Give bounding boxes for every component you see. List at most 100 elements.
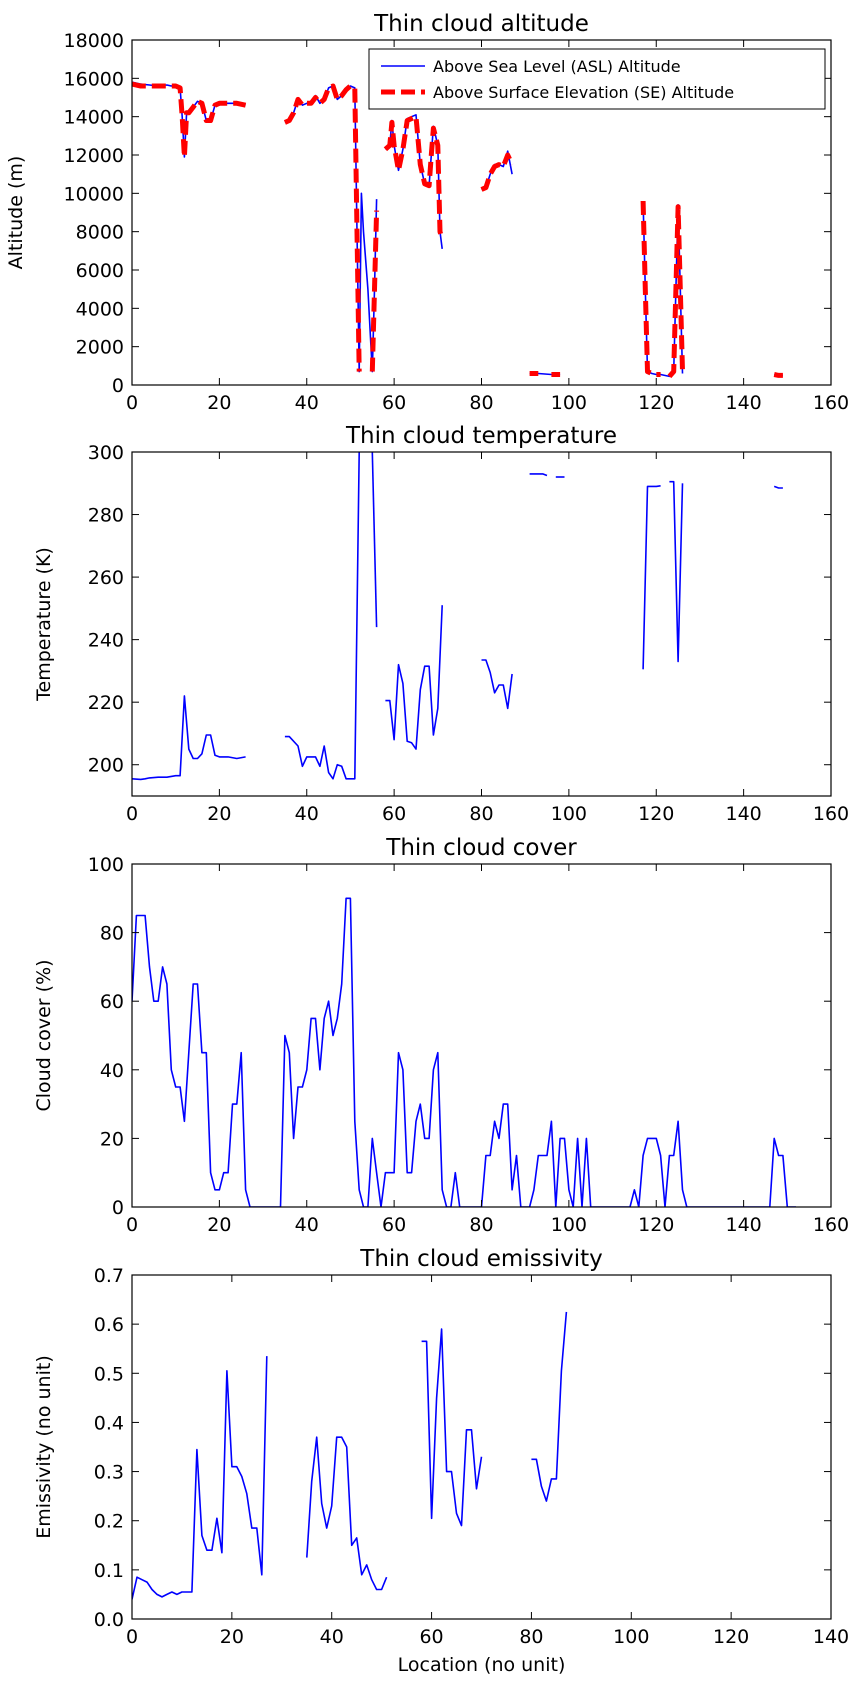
cover-title: Thin cloud cover xyxy=(385,835,577,861)
series-line xyxy=(421,1328,483,1527)
series-line xyxy=(132,695,246,781)
legend-box xyxy=(368,48,826,110)
x-tick-label: 100 xyxy=(551,392,587,414)
y-tick-label: 16000 xyxy=(64,68,124,90)
cover-x-ticks: 0 20 40 60 80 100 120 140 160 xyxy=(126,864,849,1236)
series-line xyxy=(531,1311,568,1502)
y-tick-label: 0 xyxy=(112,375,124,397)
series-line xyxy=(284,85,378,373)
emissivity-y-ticks: 0.0 0.1 0.2 0.3 0.4 0.5 0.6 0.7 xyxy=(94,1265,831,1631)
temperature-x-ticks: 0 20 40 60 80 100 120 140 160 xyxy=(126,452,849,825)
y-tick-label: 8000 xyxy=(76,222,124,244)
x-tick-label: 60 xyxy=(382,1214,406,1236)
x-tick-label: 120 xyxy=(638,1214,674,1236)
y-tick-label: 18000 xyxy=(64,30,124,52)
y-tick-label: 0.0 xyxy=(94,1609,124,1631)
x-tick-label: 100 xyxy=(551,1214,587,1236)
x-tick-label: 20 xyxy=(207,1214,231,1236)
emissivity-plot-area xyxy=(132,1311,568,1600)
y-tick-label: 60 xyxy=(100,991,124,1013)
x-tick-label: 0 xyxy=(126,1214,138,1236)
legend-label-se: Above Surface Elevation (SE) Altitude xyxy=(433,83,734,102)
temperature-plot-area xyxy=(132,452,783,781)
cover-y-ticks: 0 20 40 60 80 100 xyxy=(88,854,831,1219)
altitude-legend: Above Sea Level (ASL) Altitude Above Sur… xyxy=(368,48,826,110)
x-tick-label: 80 xyxy=(469,392,493,414)
series-line xyxy=(669,480,684,663)
x-tick-label: 140 xyxy=(725,803,761,825)
se-series-line xyxy=(132,81,247,160)
x-tick-label: 140 xyxy=(725,1214,761,1236)
y-tick-label: 100 xyxy=(88,854,124,876)
y-tick-label: 0.6 xyxy=(94,1314,124,1336)
emissivity-axes-frame xyxy=(131,1274,832,1620)
y-tick-label: 200 xyxy=(88,755,124,777)
x-tick-label: 20 xyxy=(207,803,231,825)
emissivity-x-ticks: 0 20 40 60 80 100 120 140 xyxy=(126,1275,849,1648)
x-tick-label: 0 xyxy=(126,803,138,825)
y-tick-label: 0.1 xyxy=(94,1560,124,1582)
y-tick-label: 6000 xyxy=(76,260,124,282)
x-tick-label: 120 xyxy=(638,803,674,825)
x-tick-label: 120 xyxy=(713,1626,749,1648)
series-line xyxy=(132,81,246,158)
se-series-line xyxy=(773,372,783,378)
y-tick-label: 10000 xyxy=(64,183,124,205)
emissivity-subplot: Thin cloud emissivity Emissivity (no uni… xyxy=(33,1246,849,1676)
emissivity-ylabel: Emissivity (no unit) xyxy=(33,1355,55,1538)
cover-axes-frame xyxy=(131,863,832,1208)
x-tick-label: 60 xyxy=(382,803,406,825)
x-tick-label: 60 xyxy=(419,1626,443,1648)
x-tick-label: 80 xyxy=(469,1214,493,1236)
x-tick-label: 160 xyxy=(813,392,849,414)
x-tick-label: 40 xyxy=(295,1214,319,1236)
y-tick-label: 0.7 xyxy=(94,1265,124,1287)
series-line xyxy=(132,1356,268,1600)
y-tick-label: 40 xyxy=(100,1060,124,1082)
y-tick-label: 220 xyxy=(88,692,124,714)
y-tick-label: 2000 xyxy=(76,337,124,359)
se-series-line xyxy=(640,200,661,377)
y-tick-label: 0.3 xyxy=(94,1462,124,1484)
altitude-plot-area xyxy=(132,81,783,379)
x-tick-label: 80 xyxy=(519,1626,543,1648)
se-series-line xyxy=(369,210,380,372)
y-tick-label: 300 xyxy=(88,442,124,464)
altitude-x-ticks: 0 20 40 60 80 100 120 140 160 xyxy=(126,40,849,414)
altitude-ylabel: Altitude (m) xyxy=(5,156,27,270)
temperature-y-ticks: 200 220 240 260 280 300 xyxy=(88,442,831,777)
cover-plot-area xyxy=(132,897,796,1207)
cover-ylabel: Cloud cover (%) xyxy=(33,959,55,1111)
y-tick-label: 240 xyxy=(88,630,124,652)
se-series-line xyxy=(383,114,445,240)
se-series-line xyxy=(283,83,362,372)
x-tick-label: 100 xyxy=(551,803,587,825)
emissivity-xlabel: Location (no unit) xyxy=(398,1654,566,1676)
altitude-y-ticks: 0 2000 4000 6000 8000 10000 12000 14000 16000 180… xyxy=(64,30,831,397)
altitude-title: Thin cloud altitude xyxy=(373,11,589,37)
series-line xyxy=(306,1436,388,1591)
se-series-line xyxy=(480,152,515,192)
y-tick-label: 20 xyxy=(100,1128,124,1150)
series-line xyxy=(481,659,513,710)
x-tick-label: 20 xyxy=(207,392,231,414)
temperature-ylabel: Temperature (K) xyxy=(33,547,55,702)
y-tick-label: 14000 xyxy=(64,107,124,129)
x-tick-label: 160 xyxy=(813,803,849,825)
x-tick-label: 20 xyxy=(220,1626,244,1648)
y-tick-label: 0.5 xyxy=(94,1363,124,1385)
x-tick-label: 120 xyxy=(638,392,674,414)
series-line xyxy=(773,485,783,489)
x-tick-label: 140 xyxy=(813,1626,849,1648)
x-tick-label: 140 xyxy=(725,392,761,414)
series-line xyxy=(132,897,796,1207)
y-tick-label: 280 xyxy=(88,505,124,527)
series-line xyxy=(284,452,360,780)
y-tick-label: 260 xyxy=(88,567,124,589)
y-tick-label: 0.4 xyxy=(94,1412,124,1434)
y-tick-label: 4000 xyxy=(76,298,124,320)
series-line xyxy=(642,485,661,670)
temperature-title: Thin cloud temperature xyxy=(345,423,617,449)
x-tick-label: 40 xyxy=(295,803,319,825)
